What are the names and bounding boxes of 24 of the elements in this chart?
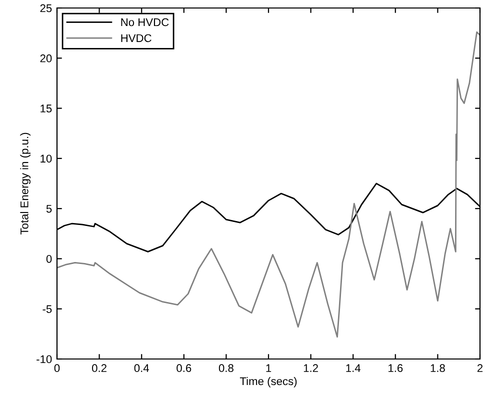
x-tick-label: 1.8 (430, 364, 445, 372)
x-tick-label: 1.2 (304, 364, 318, 372)
x-tick-label: 2 (477, 364, 483, 372)
x-tick-label: 1.6 (388, 364, 403, 372)
legend-label: HVDC (121, 34, 152, 42)
x-tick-label: 1 (266, 364, 272, 372)
y-tick-label: 0 (46, 254, 52, 263)
y-tick-label: 10 (40, 154, 52, 163)
y-tick-label: -10 (36, 355, 52, 364)
line-series (57, 31, 480, 338)
y-tick-label: 20 (40, 54, 52, 62)
legend-label: No HVDC (121, 18, 169, 26)
x-axis-title: Time (secs) (240, 376, 297, 388)
x-tick-label: 0.6 (176, 364, 192, 372)
x-tick-label: 0.8 (218, 364, 234, 372)
y-tick-label: 25 (40, 4, 52, 12)
y-axis-title: Total Energy in (p.u.) (20, 132, 31, 235)
x-tick-label: 0 (54, 364, 60, 372)
x-tick-label: 0.2 (92, 364, 106, 372)
y-tick-label: 5 (46, 204, 52, 213)
y-tick-label: -5 (42, 305, 52, 313)
y-tick-label: 15 (40, 104, 52, 112)
x-tick-label: 1.4 (346, 364, 360, 372)
x-tick-label: 0.4 (134, 364, 149, 372)
